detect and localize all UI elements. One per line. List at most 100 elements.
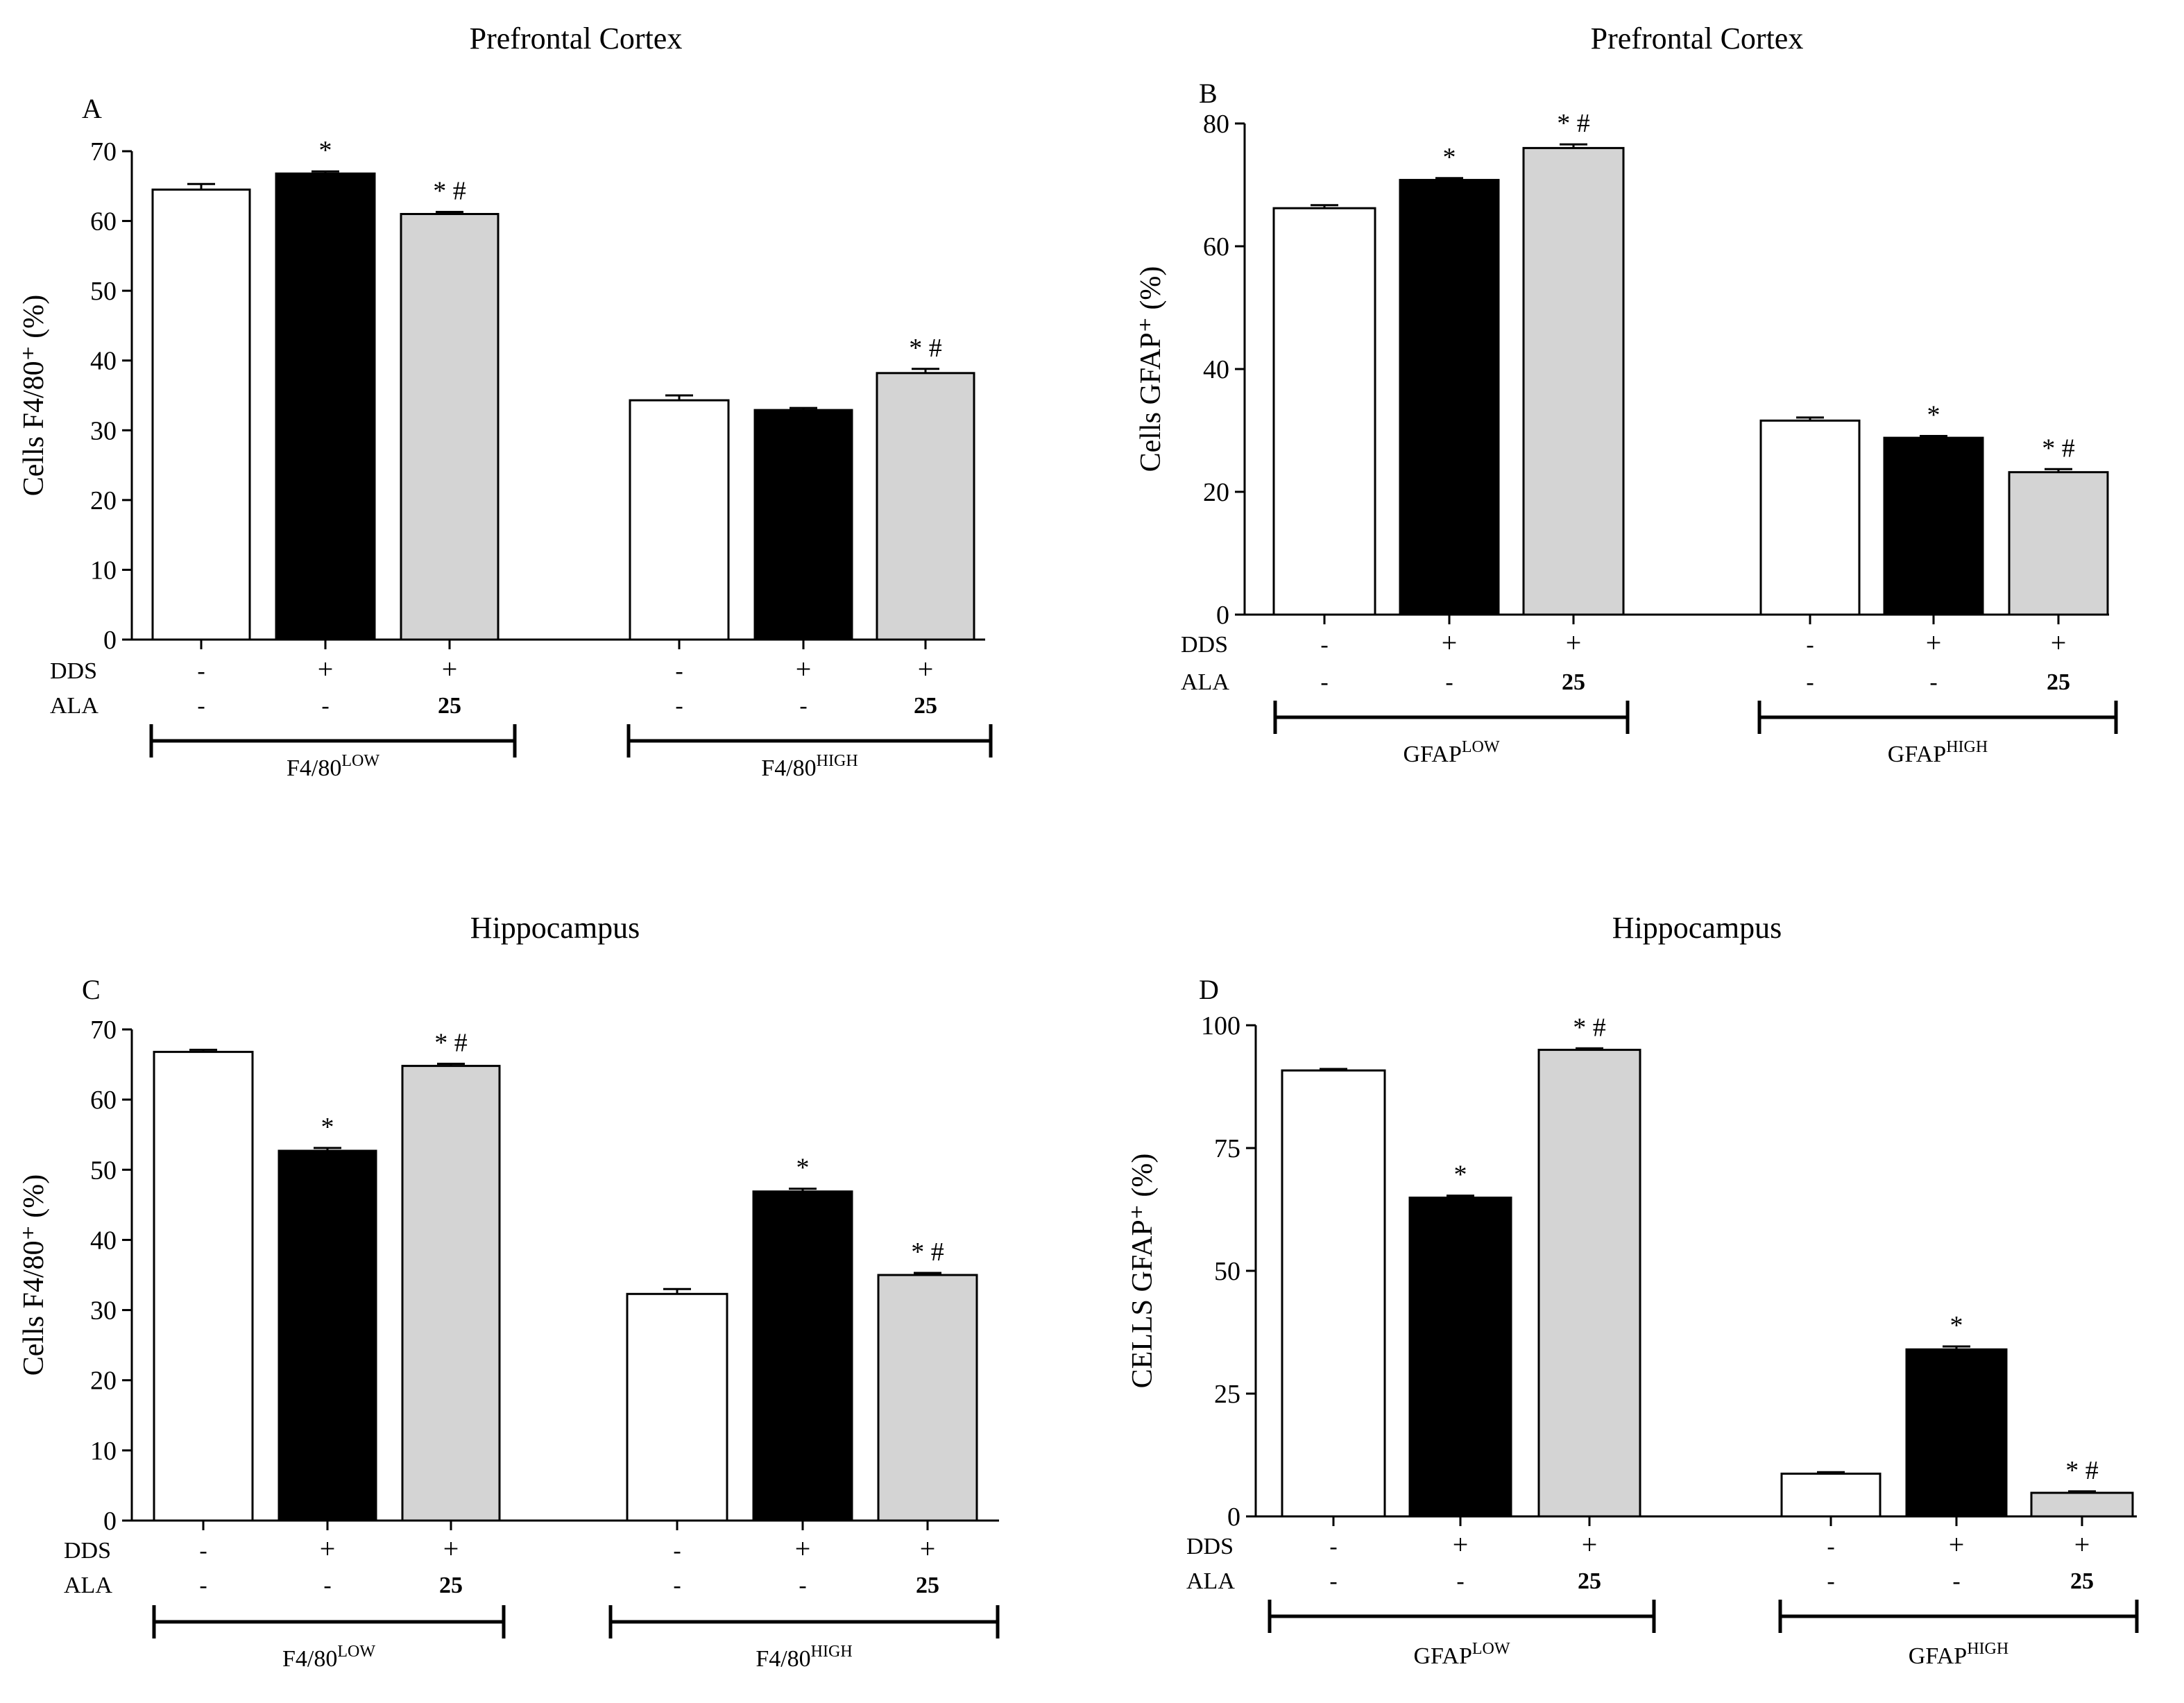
panel-b-group-label: GFAPHIGH bbox=[1888, 738, 1988, 767]
panel-a-dds-value: - bbox=[197, 658, 205, 684]
panel-c-group-label: F4/80LOW bbox=[282, 1643, 375, 1672]
panel-d-significance-label: * bbox=[1454, 1161, 1467, 1190]
panel-c-significance-label: * bbox=[796, 1154, 810, 1183]
panel-c-dds-value: + bbox=[920, 1533, 936, 1564]
panel-b-dds-value: + bbox=[1926, 627, 1942, 658]
panel-c-dds-value: - bbox=[199, 1538, 207, 1564]
panel-d-row-label-dds: DDS bbox=[1186, 1534, 1234, 1559]
panel-c-bar bbox=[626, 1292, 728, 1522]
panel-d-ala-value: 25 bbox=[2070, 1568, 2094, 1594]
panel-b-ala-value: - bbox=[1445, 669, 1453, 695]
panel-d-bar bbox=[1281, 1069, 1386, 1518]
panel-d-ala-value: - bbox=[1329, 1568, 1337, 1594]
panel-a-row-label-ala: ALA bbox=[50, 693, 99, 719]
panel-b-ala-value: - bbox=[1320, 669, 1328, 695]
panel-d-bar bbox=[1537, 1048, 1641, 1518]
panel-a-y-tick-label: 60 bbox=[90, 207, 117, 237]
panel-b-dds-value: + bbox=[1566, 627, 1582, 658]
panel-b-bar bbox=[1399, 178, 1500, 616]
panel-d-dds-value: - bbox=[1329, 1534, 1337, 1559]
panel-d-dds-value: + bbox=[1582, 1529, 1598, 1560]
panel-b-group-label-main: GFAP bbox=[1888, 742, 1946, 767]
panel-b-ala-value: 25 bbox=[1562, 669, 1585, 695]
panel-c-dds-value: - bbox=[673, 1538, 681, 1564]
panel-d-significance-label: * # bbox=[2065, 1456, 2099, 1485]
panel-c-y-tick-label: 50 bbox=[90, 1156, 117, 1185]
panel-d-dds-value: + bbox=[2074, 1529, 2090, 1560]
panel-b-ala-value: - bbox=[1806, 669, 1814, 695]
panel-b-y-tick-label: 40 bbox=[1203, 355, 1229, 384]
panel-c-bar bbox=[877, 1274, 978, 1522]
panel-d-y-tick-label: 25 bbox=[1214, 1380, 1240, 1409]
panel-a-dds-value: + bbox=[918, 653, 934, 685]
panel-d-significance-label: * bbox=[1950, 1311, 1963, 1340]
panel-c-y-tick-label: 60 bbox=[90, 1086, 117, 1115]
panel-b-ala-value: - bbox=[1929, 669, 1937, 695]
panel-c-bar bbox=[401, 1065, 501, 1522]
panel-a-group-label: F4/80LOW bbox=[287, 752, 379, 781]
panel-d-y-tick-label: 75 bbox=[1214, 1134, 1240, 1163]
panel-c-row-label-ala: ALA bbox=[64, 1573, 112, 1598]
panel-c-bar bbox=[153, 1050, 254, 1522]
panel-a-bar bbox=[400, 213, 500, 641]
panel-c-dds-value: + bbox=[795, 1533, 811, 1564]
panel-b-dds-value: - bbox=[1320, 632, 1328, 658]
panel-b-group-label: GFAPLOW bbox=[1403, 738, 1499, 767]
panel-a-y-tick-label: 70 bbox=[90, 137, 117, 166]
panel-c-significance-label: * bbox=[321, 1113, 334, 1142]
panel-a-group-label-sup: LOW bbox=[341, 752, 379, 770]
panel-d-row-label-ala: ALA bbox=[1186, 1568, 1235, 1594]
panel-b-dds-value: - bbox=[1806, 632, 1814, 658]
panel-a: Prefrontal Cortex A 0 10 20 30 40 50 60 70 Cells F… bbox=[18, 22, 993, 781]
panel-d-group-label-main: GFAP bbox=[1413, 1643, 1471, 1669]
panel-d-bar bbox=[1408, 1197, 1512, 1518]
panel-a-y-tick-label: 40 bbox=[90, 347, 117, 376]
panel-d-y-label: CELLS GFAP⁺ (%) bbox=[1127, 1154, 1159, 1389]
panel-a-y-label: Cells F4/80⁺ (%) bbox=[18, 295, 50, 497]
panel-c-group-label: F4/80HIGH bbox=[756, 1643, 852, 1672]
panel-c-y-tick-label: 70 bbox=[90, 1016, 117, 1045]
panel-a-y-tick-label: 50 bbox=[90, 277, 117, 306]
panel-c-ala-value: 25 bbox=[439, 1573, 463, 1598]
panel-d-group-label: GFAPHIGH bbox=[1909, 1640, 2008, 1669]
panel-c: Hippocampus C 0 10 20 30 40 50 60 70 Cells F4/80⁺ … bbox=[18, 911, 1000, 1672]
panel-c-ala-value: - bbox=[799, 1573, 806, 1598]
panel-a-letter: A bbox=[82, 93, 102, 124]
panel-c-group-label-sup: LOW bbox=[337, 1643, 375, 1661]
panel-d-group-label-sup: LOW bbox=[1472, 1640, 1510, 1658]
panel-c-group-label-sup: HIGH bbox=[811, 1643, 853, 1661]
panel-b-bar bbox=[1883, 436, 1984, 616]
panel-b-bar bbox=[1522, 146, 1625, 616]
panel-a-ala-value: 25 bbox=[438, 693, 461, 719]
panel-c-ala-value: - bbox=[673, 1573, 681, 1598]
panel-d-bar bbox=[2030, 1491, 2134, 1518]
panel-c-row-label-dds: DDS bbox=[64, 1538, 111, 1564]
panel-b-dds-value: + bbox=[1442, 627, 1458, 658]
panel-a-row-label-dds: DDS bbox=[50, 658, 97, 684]
panel-b-group-label-sup: HIGH bbox=[1946, 738, 1988, 756]
panel-a-ala-value: - bbox=[321, 693, 329, 719]
panel-c-bar bbox=[278, 1149, 377, 1522]
panel-b-significance-label: * bbox=[1927, 400, 1940, 429]
panel-a-dds-value: + bbox=[442, 653, 458, 685]
panel-b-title: Prefrontal Cortex bbox=[1591, 22, 1804, 55]
panel-d-group-label-sup: HIGH bbox=[1967, 1640, 2008, 1658]
panel-a-title: Prefrontal Cortex bbox=[470, 22, 683, 55]
panel-c-letter: C bbox=[82, 974, 101, 1005]
panel-d-ala-value: 25 bbox=[1578, 1568, 1601, 1594]
panel-c-y-tick-label: 20 bbox=[90, 1367, 117, 1396]
panel-b-bar bbox=[2008, 471, 2109, 616]
panel-c-y-tick-label: 10 bbox=[90, 1437, 117, 1466]
panel-c-significance-label: * # bbox=[911, 1238, 944, 1267]
panel-a-significance-label: * bbox=[319, 136, 332, 165]
panel-b-ala-value: 25 bbox=[2047, 669, 2070, 695]
panel-d-group-label-main: GFAP bbox=[1909, 1643, 1967, 1669]
panel-c-y-tick-label: 30 bbox=[90, 1296, 117, 1326]
panel-c-y-tick-label: 40 bbox=[90, 1226, 117, 1255]
panel-c-significance-label: * # bbox=[434, 1029, 468, 1058]
panel-a-y-tick-label: 0 bbox=[103, 626, 117, 655]
panel-b-row-label-ala: ALA bbox=[1181, 669, 1229, 695]
panel-b-letter: B bbox=[1199, 78, 1218, 109]
panel-a-ala-value: 25 bbox=[914, 693, 937, 719]
